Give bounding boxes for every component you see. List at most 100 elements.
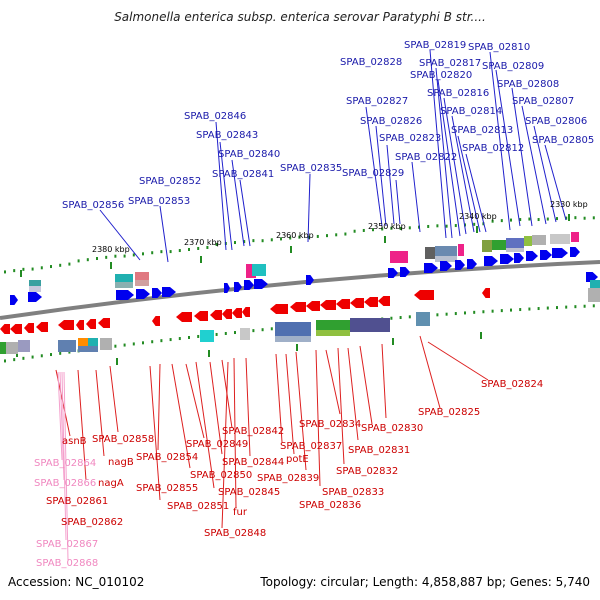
gene-arrow-reverse [58,320,74,330]
tick [160,339,163,343]
tick [510,218,512,222]
gene-arrow-reverse [76,320,84,330]
gene-arrow-forward [254,279,268,289]
kbp-label: 2370 kbp [184,238,222,247]
gene-label: SPAB_02850 [190,470,252,481]
tick [68,262,71,266]
gene-arrow-reverse [306,301,320,311]
tick [574,216,577,220]
tick [454,312,457,316]
tick [445,224,448,228]
tick-major [20,270,22,277]
gene-label: SPAB_02851 [167,501,229,512]
top-gene-labels: SPAB_02819 SPAB_02810 SPAB_02817 SPAB_02… [62,40,594,211]
kbp-label: 2330 kbp [550,200,588,209]
tick [13,358,16,362]
tick [4,359,6,363]
tick [50,353,52,357]
tick [151,340,154,344]
leader-line [347,347,359,441]
leader-line [215,121,227,251]
tick [4,270,6,274]
tick [197,246,200,250]
gene-arrow-reverse [86,319,96,329]
leader-line [245,357,251,457]
tick [528,307,531,311]
leader-line [435,67,453,239]
leader-line [365,106,383,227]
gene-arrow-forward [586,272,598,282]
tick-major [208,350,210,357]
tick-major [392,338,394,345]
tick [546,306,549,310]
gene-label: SPAB_02807 [512,96,574,107]
tick [31,355,34,359]
tick [473,222,476,226]
gene-arrow-reverse [98,318,110,328]
tick [96,257,98,261]
gene-label: SPAB_02861 [46,496,108,507]
gene-arrow-reverse [364,297,378,307]
leader-line [57,371,63,461]
tick [234,241,236,245]
leader-line [77,369,87,481]
forward-genes [10,247,598,305]
tick [68,350,71,354]
tick-major [110,262,112,269]
tick-major [116,358,118,365]
gene-label: SPAB_02866 [34,478,96,489]
gene-arrow-forward [162,287,176,297]
gene-label: SPAB_02858 [92,434,154,445]
gene-label: SPAB_02832 [336,466,398,477]
leader-line [419,335,441,409]
leader-line [157,363,161,451]
leader-line [63,371,69,561]
kbp-label: 2350 kbp [368,222,406,231]
tick [77,259,80,263]
gene-arrow-forward [116,290,134,300]
tick [353,229,356,233]
tick [178,337,181,341]
gene-arrow-reverse [414,290,434,300]
tick [436,313,439,317]
gene-arrow-forward [388,268,398,278]
leader-line [325,349,341,415]
tick [188,247,190,251]
leader-line [61,371,67,541]
gene-label: SPAB_02820 [410,70,472,81]
gene-label: SPAB_02846 [184,111,246,122]
gene-label: SPAB_02864 [34,458,96,469]
gene-arrow-forward [400,267,410,277]
gene-arrow-forward [526,251,538,261]
tick [537,307,540,311]
tick [510,308,512,312]
gene-label: SPAB_02816 [427,88,489,99]
gene-arrow-reverse [482,288,490,298]
gene-arrow-forward [467,259,477,269]
gene-label: SPAB_02856 [62,200,124,211]
tick [224,331,227,335]
tick [537,218,540,222]
tick [500,309,503,313]
leader-line [521,105,547,225]
tick [528,217,531,221]
gene-label: SPAB_02826 [360,116,422,127]
leader-line [411,161,421,233]
tick-major [290,246,292,253]
tick [22,356,25,360]
gene-arrow-reverse [152,316,160,326]
gene-arrow-reverse [270,304,288,314]
gene-arrow-reverse [222,309,232,319]
leader-line [239,179,251,247]
gene-arrow-forward [455,260,465,270]
kbp-scale: 2380 kbp 2370 kbp 2360 kbp 2350 kbp 2340… [92,200,588,254]
gene-arrow-reverse [0,324,10,334]
tick [519,218,522,222]
leader-line [109,365,119,433]
tick [519,308,522,312]
tick [215,332,218,336]
tick [197,334,200,338]
gene-label: SPAB_02830 [361,423,423,434]
genome-backbone [0,260,600,320]
tick [491,219,494,223]
